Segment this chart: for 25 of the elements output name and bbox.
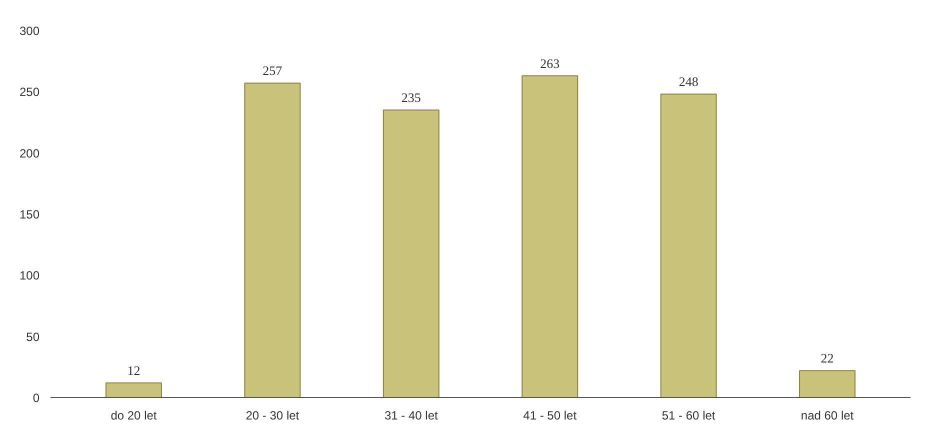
- bar: [522, 75, 578, 398]
- x-tick-label: 51 - 60 let: [662, 408, 716, 422]
- y-tick-label: 300: [19, 24, 40, 38]
- data-label: 235: [401, 90, 421, 106]
- data-label: 248: [678, 74, 698, 90]
- x-tick-label: 20 - 30 let: [246, 408, 300, 422]
- y-tick-label: 150: [19, 208, 40, 222]
- data-label: 263: [540, 56, 560, 71]
- bar: [105, 382, 162, 398]
- x-tick-label: 41 - 50 let: [523, 408, 578, 422]
- x-tick-label: nad 60 let: [800, 408, 854, 422]
- bar: [382, 110, 440, 398]
- data-label: 22: [820, 350, 834, 366]
- x-tick-label: 31 - 40 let: [384, 408, 438, 422]
- bar: [660, 94, 717, 398]
- bar: [799, 370, 856, 398]
- bar: [244, 82, 301, 398]
- y-tick-label: 100: [19, 268, 40, 283]
- data-label: 257: [262, 63, 283, 78]
- y-tick-label: 0: [32, 391, 40, 405]
- y-tick-label: 250: [19, 85, 40, 100]
- y-tick-label: 50: [26, 330, 40, 344]
- data-label: 12: [127, 362, 140, 378]
- y-tick-label: 200: [19, 146, 40, 160]
- x-tick-label: do 20 let: [110, 408, 158, 422]
